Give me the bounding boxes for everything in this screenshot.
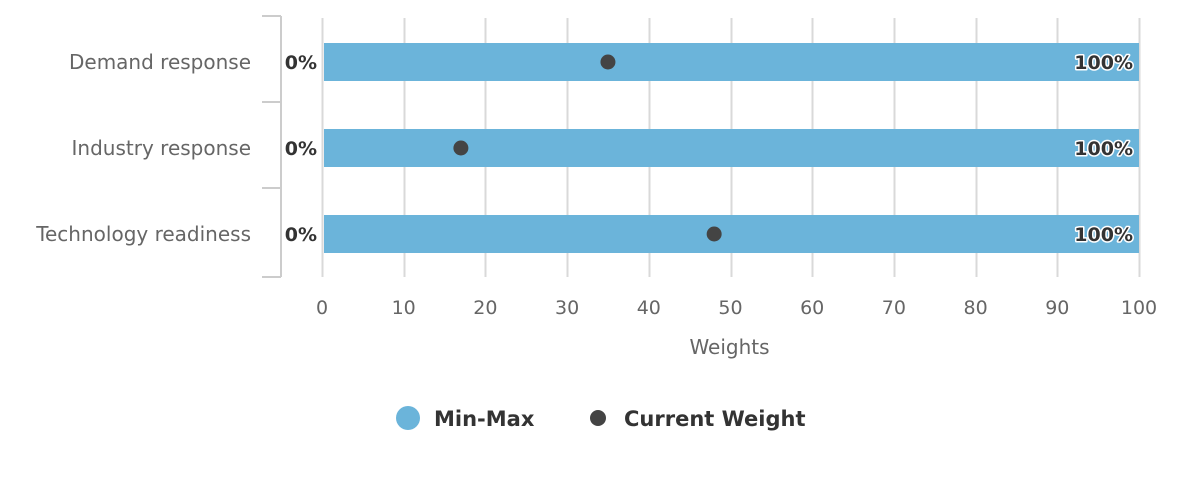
- range-bars: [324, 43, 1139, 253]
- legend-label-current-weight: Current Weight: [624, 407, 806, 431]
- max-value-label: 100%: [1074, 52, 1133, 74]
- category-label: Demand response: [69, 50, 251, 74]
- x-axis: Weights 0 10 20 30 40 50 60 70 80 90 100: [316, 297, 1157, 359]
- x-tick-label: 60: [800, 297, 824, 319]
- x-tick-label: 90: [1045, 297, 1069, 319]
- legend: Min-Max Current Weight: [396, 406, 806, 431]
- category-label: Industry response: [72, 136, 251, 160]
- legend-label-min-max: Min-Max: [434, 407, 535, 431]
- x-tick-label: 40: [637, 297, 661, 319]
- min-value-label: 0%: [285, 138, 317, 160]
- current-weight-points: [453, 54, 722, 242]
- current-weight-point: [453, 140, 469, 156]
- range-bar: [324, 129, 1139, 167]
- min-value-label: 0%: [285, 224, 317, 246]
- x-axis-title: Weights: [689, 335, 769, 359]
- category-axis: Demand response Industry response Technolo…: [35, 15, 282, 278]
- legend-marker-current-weight: [590, 410, 606, 426]
- x-tick-label: 70: [882, 297, 906, 319]
- x-tick-label: 30: [555, 297, 579, 319]
- current-weight-point: [706, 226, 722, 242]
- category-label: Technology readiness: [35, 222, 251, 246]
- x-tick-label: 10: [392, 297, 416, 319]
- current-weight-point: [600, 54, 616, 70]
- x-tick-label: 80: [964, 297, 988, 319]
- x-tick-label: 100: [1121, 297, 1157, 319]
- range-bar: [324, 43, 1139, 81]
- min-value-label: 0%: [285, 52, 317, 74]
- legend-marker-min-max: [396, 406, 420, 430]
- data-labels: 0% 100% 0% 100% 0% 100%: [285, 51, 1135, 248]
- x-tick-label: 20: [473, 297, 497, 319]
- x-tick-label: 0: [316, 297, 328, 319]
- x-tick-label: 50: [718, 297, 742, 319]
- max-value-label: 100%: [1074, 224, 1133, 246]
- max-value-label: 100%: [1074, 138, 1133, 160]
- range-bar: [324, 215, 1139, 253]
